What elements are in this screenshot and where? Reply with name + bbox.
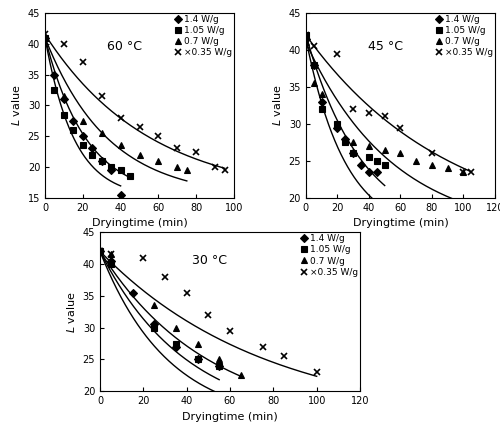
Y-axis label: $L$ value: $L$ value — [271, 85, 283, 126]
Legend: 1.4 W/g, 1.05 W/g, 0.7 W/g, ×0.35 W/g: 1.4 W/g, 1.05 W/g, 0.7 W/g, ×0.35 W/g — [174, 14, 233, 58]
X-axis label: Dryingtime (min): Dryingtime (min) — [352, 218, 448, 228]
Text: 45 °C: 45 °C — [368, 40, 403, 53]
Text: 30 °C: 30 °C — [192, 254, 226, 267]
Legend: 1.4 W/g, 1.05 W/g, 0.7 W/g, ×0.35 W/g: 1.4 W/g, 1.05 W/g, 0.7 W/g, ×0.35 W/g — [300, 233, 359, 278]
Y-axis label: $L$ value: $L$ value — [10, 85, 22, 126]
Legend: 1.4 W/g, 1.05 W/g, 0.7 W/g, ×0.35 W/g: 1.4 W/g, 1.05 W/g, 0.7 W/g, ×0.35 W/g — [435, 14, 494, 58]
X-axis label: Dryingtime (min): Dryingtime (min) — [182, 412, 278, 422]
X-axis label: Dryingtime (min): Dryingtime (min) — [92, 218, 188, 228]
Y-axis label: $L$ value: $L$ value — [65, 291, 77, 332]
Text: 60 °C: 60 °C — [107, 40, 142, 53]
